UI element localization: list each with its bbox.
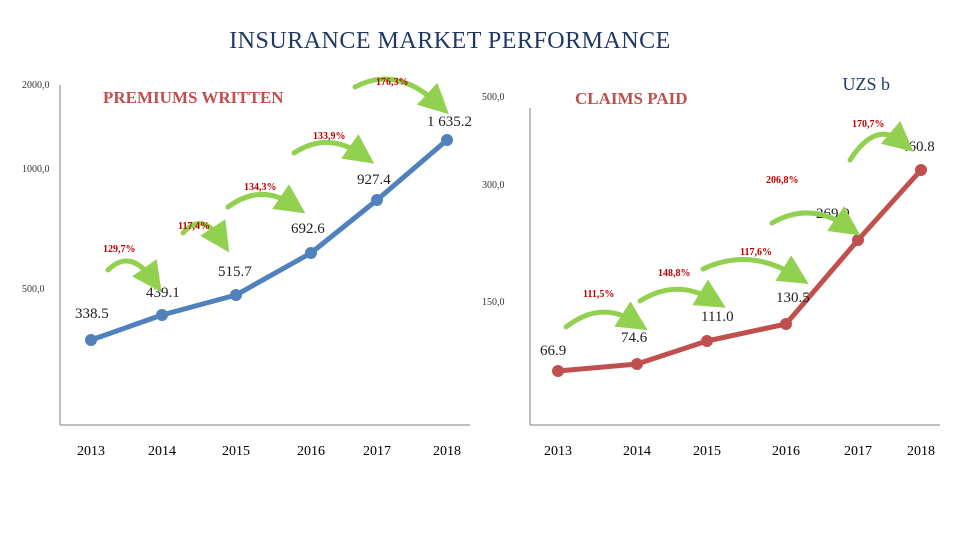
premiums-growth-label: 176,3% — [376, 77, 409, 88]
premiums-data-point — [305, 247, 317, 259]
premiums-x-tick-label: 2015 — [222, 444, 250, 459]
claims-growth-arrow — [700, 255, 809, 284]
claims-data-label: 130.5 — [776, 290, 810, 306]
claims-chart: 150,0 300,0 500,0 2013 2014 2015 2016 2017 2018 6… — [482, 92, 940, 459]
premiums-x-tick-label: 2018 — [433, 444, 461, 459]
premiums-data-label: 927.4 — [357, 172, 391, 188]
claims-growth-label: 111,5% — [583, 289, 614, 300]
premiums-y-tick-label: 2000,0 — [22, 80, 50, 91]
premiums-x-tick-label: 2014 — [148, 444, 176, 459]
claims-y-tick-label: 150,0 — [482, 297, 505, 308]
premiums-data-label: 338.5 — [75, 306, 109, 322]
claims-x-tick-label: 2014 — [623, 444, 651, 459]
claims-data-point — [552, 365, 564, 377]
claims-x-tick-label: 2016 — [772, 444, 800, 459]
claims-data-point — [631, 358, 643, 370]
premiums-growth-arrow — [225, 184, 306, 214]
claims-data-label: 460.8 — [901, 139, 935, 155]
premiums-data-point — [371, 194, 383, 206]
claims-y-tick-label: 500,0 — [482, 92, 505, 103]
unit-label: UZS b — [842, 74, 890, 94]
claims-data-point — [852, 234, 864, 246]
premiums-series-line — [88, 137, 450, 343]
claims-growth-label: 170,7% — [852, 119, 885, 130]
claims-growth-arrow — [769, 206, 861, 236]
premiums-chart: 500,0 1000,0 2000,0 2013 2014 2015 2016 2017 201… — [22, 76, 472, 459]
claims-data-point — [701, 335, 713, 347]
premiums-data-label: 439.1 — [146, 285, 180, 301]
premiums-growth-label: 133,9% — [313, 131, 346, 142]
premiums-growth-arrow — [180, 219, 230, 253]
premiums-data-point — [230, 289, 242, 301]
premiums-growth-label: 134,3% — [244, 182, 277, 193]
premiums-data-label: 1 635.2 — [427, 114, 472, 130]
page-title: INSURANCE MARKET PERFORMANCE — [229, 28, 671, 54]
claims-data-point — [780, 318, 792, 330]
claims-growth-arrow — [847, 120, 914, 163]
claims-x-tick-label: 2017 — [844, 444, 872, 459]
premiums-growth-arrow — [352, 76, 449, 115]
premiums-growth-label: 129,7% — [103, 244, 136, 255]
premiums-growth-arrow — [105, 258, 162, 293]
claims-data-label: 66.9 — [540, 343, 566, 359]
claims-growth-label: 206,8% — [766, 175, 799, 186]
premiums-y-tick-label: 1000,0 — [22, 164, 50, 175]
premiums-x-tick-label: 2013 — [77, 444, 105, 459]
claims-growth-arrow — [637, 279, 726, 308]
claims-growth-label: 117,6% — [740, 247, 772, 258]
premiums-data-label: 515.7 — [218, 264, 252, 280]
claims-growth-arrow — [563, 301, 648, 331]
premiums-data-point — [85, 334, 97, 346]
premiums-chart-title: PREMIUMS WRITTEN — [103, 88, 284, 107]
premiums-y-tick-label: 500,0 — [22, 284, 45, 295]
claims-y-tick-label: 300,0 — [482, 180, 505, 191]
claims-data-point — [915, 164, 927, 176]
claims-data-label: 74.6 — [621, 330, 648, 346]
premiums-growth-label: 117,4% — [178, 221, 210, 232]
claims-series-line — [555, 167, 924, 374]
premiums-growth-arrow — [291, 134, 375, 164]
premiums-data-label: 692.6 — [291, 221, 325, 237]
premiums-x-tick-label: 2016 — [297, 444, 325, 459]
claims-data-label: 111.0 — [701, 309, 734, 325]
claims-x-tick-label: 2013 — [544, 444, 572, 459]
claims-x-tick-label: 2015 — [693, 444, 721, 459]
claims-chart-title: CLAIMS PAID — [575, 89, 688, 108]
premiums-data-point — [156, 309, 168, 321]
claims-x-tick-label: 2018 — [907, 444, 935, 459]
claims-growth-label: 148,8% — [658, 268, 691, 279]
premiums-x-tick-label: 2017 — [363, 444, 391, 459]
premiums-data-point — [441, 134, 453, 146]
